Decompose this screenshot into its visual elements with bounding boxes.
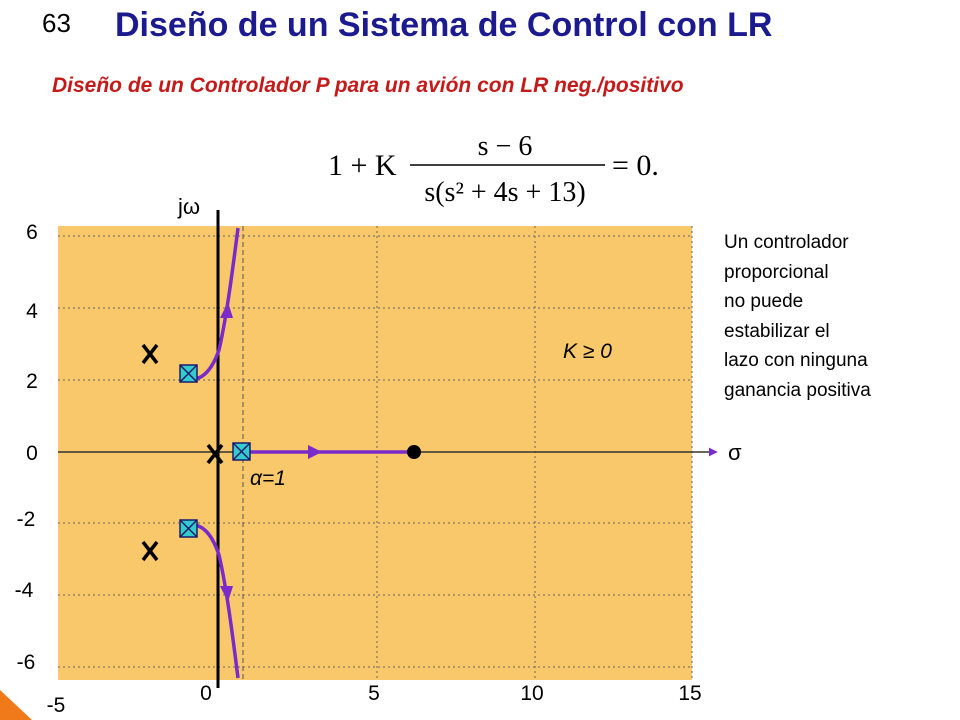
x-tick-5: 5 <box>368 682 380 705</box>
formula-numerator: s − 6 <box>478 131 533 162</box>
closed-loop-pole-markers <box>179 364 251 538</box>
formula-denominator: s(s² + 4s + 13) <box>424 177 585 208</box>
x-tick-0: 0 <box>200 682 212 705</box>
y-tick-minus-4: -4 <box>15 579 34 602</box>
pole-origin <box>206 443 224 465</box>
corner-decoration <box>0 690 32 720</box>
grid-lines <box>58 226 693 680</box>
real-axis-arrow <box>308 445 322 459</box>
note-line-6: ganancia positiva <box>724 379 871 401</box>
alpha-label: α=1 <box>250 467 286 490</box>
y-tick-labels: 6 4 2 0 -2 -4 -6 <box>15 221 39 674</box>
slide-title: Diseño de un Sistema de Control con LR <box>115 6 773 44</box>
characteristic-equation: 1 + K s − 6 s(s² + 4s + 13) = 0. <box>320 118 690 218</box>
note-line-1: Un controlador <box>724 232 849 253</box>
upper-locus-branch <box>181 227 240 381</box>
marker-upper <box>179 364 198 383</box>
x-tick-15: 15 <box>678 682 701 705</box>
note-line-2: proporcional <box>724 261 829 283</box>
y-tick-minus-2: -2 <box>17 508 36 531</box>
formula-lead: 1 + K <box>328 149 397 182</box>
slide-number: 63 <box>42 8 71 38</box>
zero-marker <box>407 445 421 459</box>
gain-label: K ≥ 0 <box>563 340 612 363</box>
y-tick-2: 2 <box>26 370 38 393</box>
lower-arrow <box>220 586 233 602</box>
open-loop-poles <box>141 343 224 562</box>
pole-lower <box>141 540 159 562</box>
x-tick-10: 10 <box>520 682 543 705</box>
locus-branches <box>181 227 412 679</box>
marker-real <box>232 442 251 461</box>
slide-subtitle: Diseño de un Controlador P para un avión… <box>52 74 684 97</box>
lower-locus-branch <box>181 523 240 679</box>
marker-lower <box>179 519 198 538</box>
x-axis-label: σ <box>728 440 742 465</box>
y-tick-6: 6 <box>26 221 38 244</box>
y-tick-4: 4 <box>26 300 38 323</box>
direction-arrows <box>220 302 322 602</box>
formula-rhs: = 0. <box>612 149 659 182</box>
note-line-5: lazo con ninguna <box>724 350 868 371</box>
x-tick-minus-5: -5 <box>47 694 66 717</box>
y-axis-label: jω <box>177 194 200 219</box>
x-tick-labels: -5 0 5 10 15 <box>47 682 702 717</box>
y-tick-0: 0 <box>26 442 38 465</box>
y-tick-minus-6: -6 <box>17 651 36 674</box>
pole-upper <box>141 343 159 365</box>
note-line-4: estabilizar el <box>724 320 830 342</box>
note-line-3: no puede <box>724 291 804 312</box>
explanation-note: Un controlador proporcional no puede est… <box>724 228 954 405</box>
upper-arrow <box>220 302 233 318</box>
